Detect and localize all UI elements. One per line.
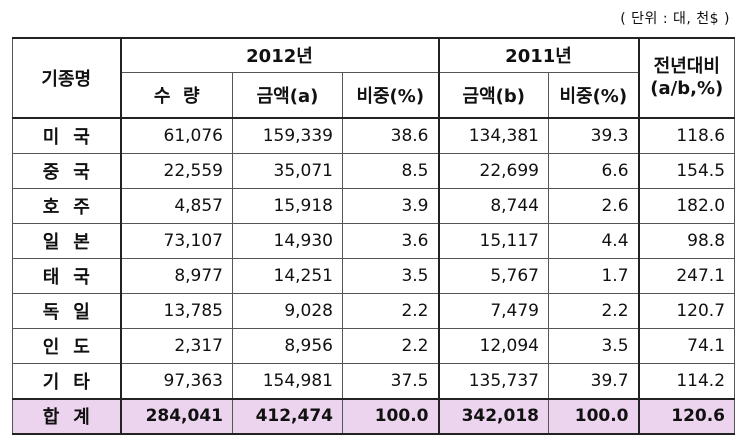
- share-2011-header: 비중(%): [547, 71, 640, 119]
- yoy-header-line2: (a/b,%): [650, 78, 724, 99]
- yoy-header: 전년대비 (a/b,%): [638, 37, 736, 119]
- amt-b-cell: 134,381: [438, 116, 549, 154]
- country-name-cell: 태국: [12, 257, 122, 295]
- table-body: 미국 61,076 159,339 38.6 134,381 39.3 118.6 중국 22,…: [12, 116, 736, 436]
- amt-a-cell: 412,474: [232, 397, 343, 436]
- qty-cell: 2,317: [120, 328, 233, 365]
- export-table: 기종명 2012년 2011년 전년대비 (a/b,%) 수 량 금액(a) 비…: [12, 37, 736, 436]
- table-row: 중국 22,559 35,071 8.5 22,699 6.6 154.5: [12, 152, 736, 189]
- yoy-cell: 247.1: [638, 257, 736, 295]
- share12-cell: 2.2: [342, 328, 440, 365]
- share11-cell: 100.0: [547, 397, 640, 436]
- yoy-cell: 118.6: [638, 116, 736, 154]
- country-name-cell: 일본: [12, 222, 122, 259]
- share12-cell: 100.0: [342, 397, 440, 436]
- table-row: 인도 2,317 8,956 2.2 12,094 3.5 74.1: [12, 328, 736, 365]
- yoy-header-line1: 전년대비: [653, 55, 720, 77]
- qty-cell: 284,041: [120, 397, 233, 436]
- country-name-cell: 합계: [12, 397, 122, 436]
- country-name-cell: 중국: [12, 152, 122, 189]
- share-2012-header: 비중(%): [342, 71, 440, 119]
- table-row: 미국 61,076 159,339 38.6 134,381 39.3 118.6: [12, 116, 736, 154]
- yoy-cell: 182.0: [638, 187, 736, 224]
- share12-cell: 3.9: [342, 187, 440, 224]
- share12-cell: 2.2: [342, 293, 440, 330]
- share11-cell: 1.7: [547, 257, 640, 295]
- amt-a-cell: 154,981: [232, 363, 343, 400]
- amt-b-cell: 8,744: [438, 187, 549, 224]
- yoy-cell: 120.6: [638, 397, 736, 436]
- unit-note: ( 단위 : 대, 천$ ): [620, 11, 730, 27]
- qty-cell: 97,363: [120, 363, 233, 400]
- total-row: 합계 284,041 412,474 100.0 342,018 100.0 120.6: [12, 397, 736, 436]
- amt-b-cell: 7,479: [438, 293, 549, 330]
- table-row: 일본 73,107 14,930 3.6 15,117 4.4 98.8: [12, 222, 736, 259]
- amt-b-cell: 22,699: [438, 152, 549, 189]
- country-name-cell: 호주: [12, 187, 122, 224]
- year-2011-header: 2011년: [437, 37, 640, 73]
- amt-b-cell: 342,018: [438, 397, 549, 436]
- year-2012-header: 2012년: [120, 37, 440, 73]
- amount-a-header: 금액(a): [232, 71, 343, 119]
- amt-a-cell: 9,028: [232, 293, 343, 330]
- share11-cell: 2.2: [547, 293, 640, 330]
- yoy-cell: 154.5: [638, 152, 736, 189]
- amt-a-cell: 15,918: [232, 187, 343, 224]
- amt-a-cell: 35,071: [232, 152, 343, 189]
- amt-a-cell: 8,956: [232, 328, 343, 365]
- share11-cell: 6.6: [547, 152, 640, 189]
- share11-cell: 39.3: [547, 116, 640, 154]
- table-row: 기타 97,363 154,981 37.5 135,737 39.7 114.2: [12, 363, 736, 400]
- table-row: 독일 13,785 9,028 2.2 7,479 2.2 120.7: [12, 293, 736, 330]
- amt-a-cell: 14,251: [232, 257, 343, 295]
- country-name-cell: 기타: [12, 363, 122, 400]
- table-row: 호주 4,857 15,918 3.9 8,744 2.6 182.0: [12, 187, 736, 224]
- qty-cell: 13,785: [120, 293, 233, 330]
- share12-cell: 38.6: [342, 116, 440, 154]
- amt-a-cell: 14,930: [232, 222, 343, 259]
- quantity-header: 수 량: [120, 71, 233, 119]
- share12-cell: 3.5: [342, 257, 440, 295]
- country-name-cell: 독일: [12, 293, 122, 330]
- share12-cell: 3.6: [342, 222, 440, 259]
- country-column-header: 기종명: [12, 37, 122, 119]
- amt-b-cell: 15,117: [438, 222, 549, 259]
- amount-b-header: 금액(b): [438, 71, 549, 119]
- share11-cell: 4.4: [547, 222, 640, 259]
- share12-cell: 8.5: [342, 152, 440, 189]
- country-name-cell: 미국: [12, 116, 122, 154]
- qty-cell: 4,857: [120, 187, 233, 224]
- qty-cell: 8,977: [120, 257, 233, 295]
- country-name-cell: 인도: [12, 328, 122, 365]
- yoy-cell: 120.7: [638, 293, 736, 330]
- amt-a-cell: 159,339: [232, 116, 343, 154]
- share11-cell: 2.6: [547, 187, 640, 224]
- amt-b-cell: 135,737: [438, 363, 549, 400]
- yoy-cell: 74.1: [638, 328, 736, 365]
- share11-cell: 39.7: [547, 363, 640, 400]
- yoy-cell: 98.8: [638, 222, 736, 259]
- amt-b-cell: 12,094: [438, 328, 549, 365]
- qty-cell: 61,076: [120, 116, 233, 154]
- table-row: 태국 8,977 14,251 3.5 5,767 1.7 247.1: [12, 257, 736, 295]
- share12-cell: 37.5: [342, 363, 440, 400]
- qty-cell: 22,559: [120, 152, 233, 189]
- qty-cell: 73,107: [120, 222, 233, 259]
- yoy-cell: 114.2: [638, 363, 736, 400]
- amt-b-cell: 5,767: [438, 257, 549, 295]
- share11-cell: 3.5: [547, 328, 640, 365]
